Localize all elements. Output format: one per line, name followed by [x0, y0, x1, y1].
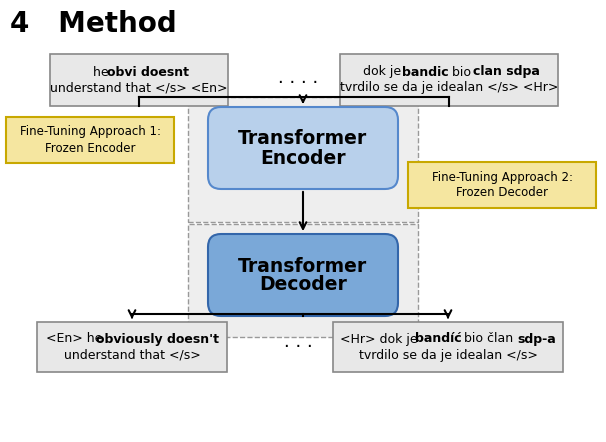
- Text: bandíć: bandíć: [415, 332, 461, 346]
- Text: bio: bio: [448, 65, 474, 79]
- Text: Decoder: Decoder: [259, 275, 347, 294]
- Text: . . .: . . .: [284, 333, 312, 351]
- Text: Transformer: Transformer: [238, 130, 368, 149]
- Text: clan sdpa: clan sdpa: [473, 65, 539, 79]
- Text: tvrdilo se da je idealan </s>: tvrdilo se da je idealan </s>: [359, 348, 538, 362]
- Bar: [333, 322, 563, 372]
- Text: <Hr> dok je: <Hr> dok je: [340, 332, 421, 346]
- Text: bandic: bandic: [402, 65, 449, 79]
- Text: tvrdilo se da je idealan </s> <Hr>: tvrdilo se da je idealan </s> <Hr>: [340, 81, 558, 95]
- Text: Fine-Tuning Approach 1:: Fine-Tuning Approach 1:: [19, 126, 161, 138]
- Bar: [188, 97, 418, 222]
- Bar: [340, 54, 558, 106]
- Text: . . . .: . . . .: [278, 69, 318, 87]
- Text: Frozen Encoder: Frozen Encoder: [45, 141, 135, 155]
- Text: understand that </s>: understand that </s>: [64, 348, 201, 362]
- Text: sdp-a: sdp-a: [517, 332, 556, 346]
- Text: dok je: dok je: [363, 65, 405, 79]
- Text: Frozen Decoder: Frozen Decoder: [456, 187, 548, 199]
- Text: obvi doesnt: obvi doesnt: [107, 65, 189, 79]
- FancyBboxPatch shape: [208, 234, 398, 316]
- Text: 4   Method: 4 Method: [10, 10, 177, 38]
- Bar: [37, 322, 227, 372]
- Text: bio član: bio član: [460, 332, 518, 346]
- Bar: [408, 162, 596, 208]
- Text: Encoder: Encoder: [260, 149, 346, 168]
- Text: <En> he: <En> he: [46, 332, 107, 346]
- Text: obviously doesn't: obviously doesn't: [96, 332, 219, 346]
- Text: he: he: [93, 65, 113, 79]
- Text: Transformer: Transformer: [238, 256, 368, 275]
- Bar: [50, 54, 228, 106]
- Bar: [6, 117, 174, 163]
- FancyBboxPatch shape: [208, 107, 398, 189]
- Bar: [188, 224, 418, 337]
- Text: understand that </s> <En>: understand that </s> <En>: [50, 81, 228, 95]
- Text: Fine-Tuning Approach 2:: Fine-Tuning Approach 2:: [431, 171, 573, 183]
